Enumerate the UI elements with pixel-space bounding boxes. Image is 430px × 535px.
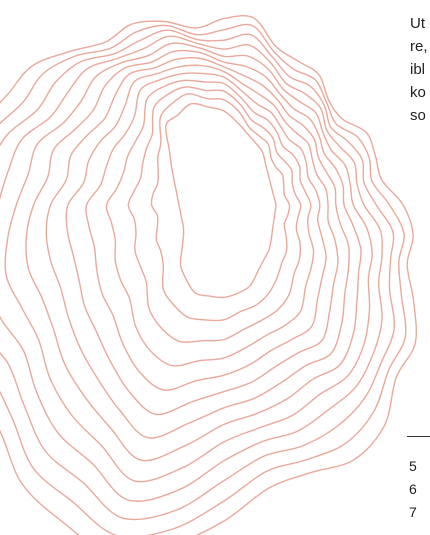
contour-line-11 bbox=[0, 29, 396, 521]
text-line-3: ibl bbox=[410, 61, 426, 78]
number-6: 6 bbox=[409, 481, 417, 497]
divider bbox=[407, 436, 430, 437]
text-line-1: Ut bbox=[410, 15, 425, 32]
contour-line-8 bbox=[25, 49, 362, 462]
contour-line-4 bbox=[105, 79, 315, 367]
text-line-4: ko bbox=[410, 84, 426, 101]
contour-line-9 bbox=[4, 42, 373, 483]
contour-line-2 bbox=[150, 93, 291, 322]
contour-line-3 bbox=[127, 86, 302, 343]
number-5: 5 bbox=[409, 458, 417, 474]
contour-lines bbox=[0, 14, 417, 535]
number-7: 7 bbox=[409, 504, 417, 520]
contour-line-10 bbox=[0, 35, 383, 502]
contour-line-12 bbox=[0, 23, 407, 535]
number-list: 5 6 7 bbox=[409, 455, 417, 524]
contour-line-13 bbox=[0, 14, 417, 535]
text-line-2: re, bbox=[410, 38, 428, 55]
text-column: Ut re, ibl ko so bbox=[410, 12, 430, 127]
contour-line-1 bbox=[165, 102, 277, 299]
text-line-5: so bbox=[410, 107, 426, 124]
contour-line-5 bbox=[85, 72, 327, 391]
contour-line-7 bbox=[45, 57, 350, 439]
contour-line-6 bbox=[65, 64, 339, 416]
